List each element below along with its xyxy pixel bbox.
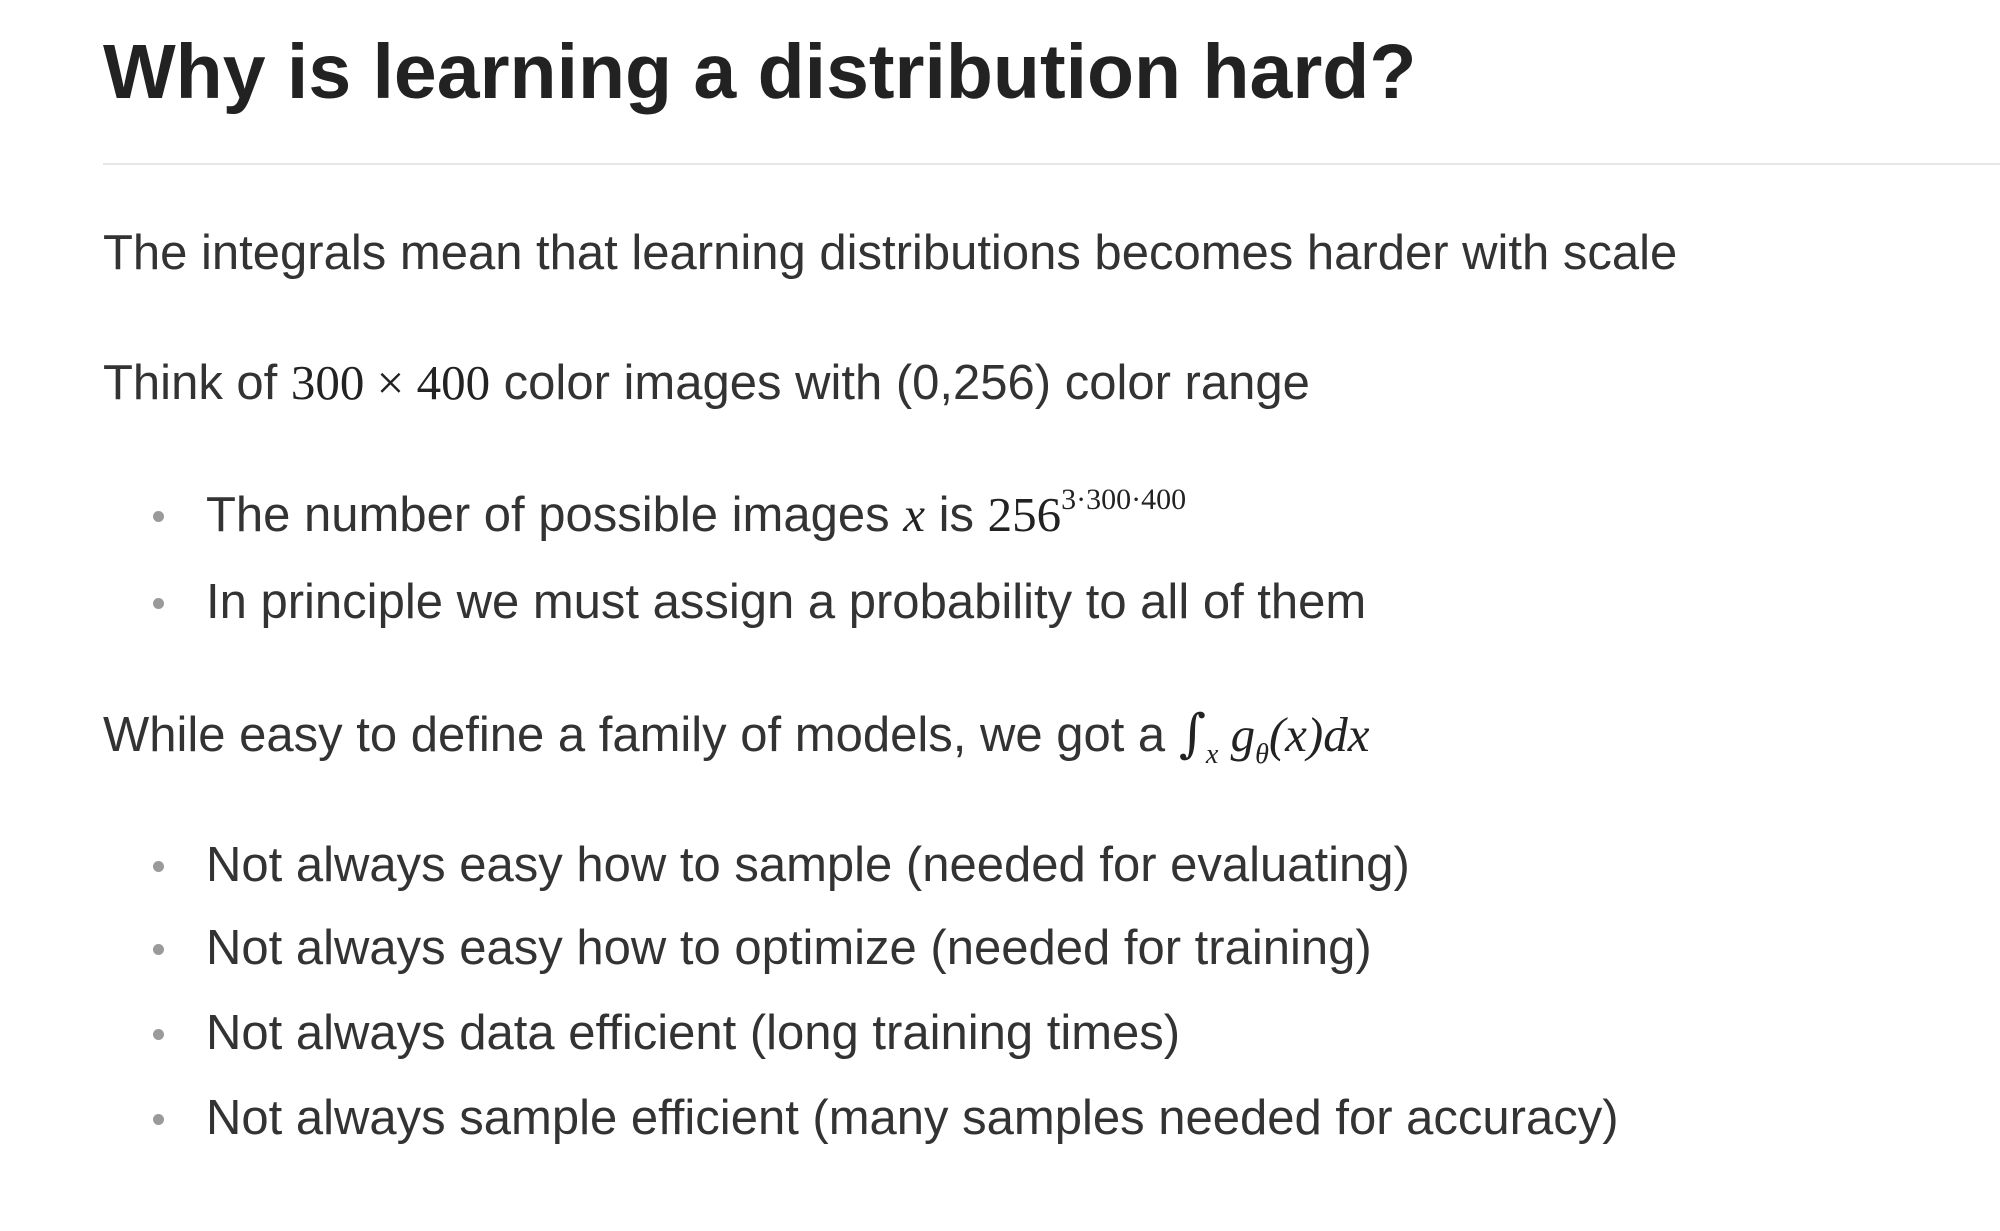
list-item-text: Not always easy how to optimize (needed … xyxy=(206,921,1372,975)
example-suffix: color images with (0,256) color range xyxy=(490,356,1310,410)
bullet-dot xyxy=(153,861,164,872)
math-var-x-text: x xyxy=(903,487,925,542)
list-item-text: Not always sample efficient (many sample… xyxy=(206,1091,1619,1145)
integral-sign: ∫ xyxy=(1178,704,1206,764)
example-paragraph: Think of 300 × 400 color images with (0,… xyxy=(103,353,1310,413)
bullet-dot xyxy=(153,598,164,609)
math-args: (x)dx xyxy=(1268,707,1370,762)
math-exponent: 3·300·400 xyxy=(1061,483,1187,516)
bullet-dot xyxy=(153,511,164,522)
math-func-sub: θ xyxy=(1255,739,1269,770)
list-item-prefix: The number of possible images xyxy=(206,488,904,542)
models-prefix: While easy to define a family of models,… xyxy=(103,708,1179,762)
intro-paragraph: The integrals mean that learning distrib… xyxy=(103,226,1678,280)
heading-divider xyxy=(103,163,2000,165)
math-power: 2563·300·400 xyxy=(987,483,1186,542)
math-width: 300 xyxy=(290,355,365,410)
page-title: Why is learning a distribution hard? xyxy=(103,29,1417,115)
math-times: × xyxy=(364,355,417,410)
math-base: 256 xyxy=(987,487,1062,542)
bullet-dot xyxy=(153,944,164,955)
list-item-text: The number of possible images x is 2563·… xyxy=(206,483,1186,552)
list-item-text: Not always data efficient (long training… xyxy=(206,1006,1181,1060)
math-integral-expression: ∫x gθ(x)dx xyxy=(1178,704,1370,770)
integral-sub: x xyxy=(1205,739,1219,770)
bullet-dot xyxy=(153,1114,164,1125)
math-height: 400 xyxy=(416,355,491,410)
bullet-dot xyxy=(153,1029,164,1040)
models-paragraph: While easy to define a family of models,… xyxy=(103,704,1370,773)
example-prefix: Think of xyxy=(103,356,291,410)
list-item-text: In principle we must assign a probabilit… xyxy=(206,575,1367,629)
math-var-x: x xyxy=(903,487,925,542)
math-func: g xyxy=(1230,707,1256,762)
list-item-text: Not always easy how to sample (needed fo… xyxy=(206,838,1410,892)
list-item-middle: is xyxy=(925,488,988,542)
